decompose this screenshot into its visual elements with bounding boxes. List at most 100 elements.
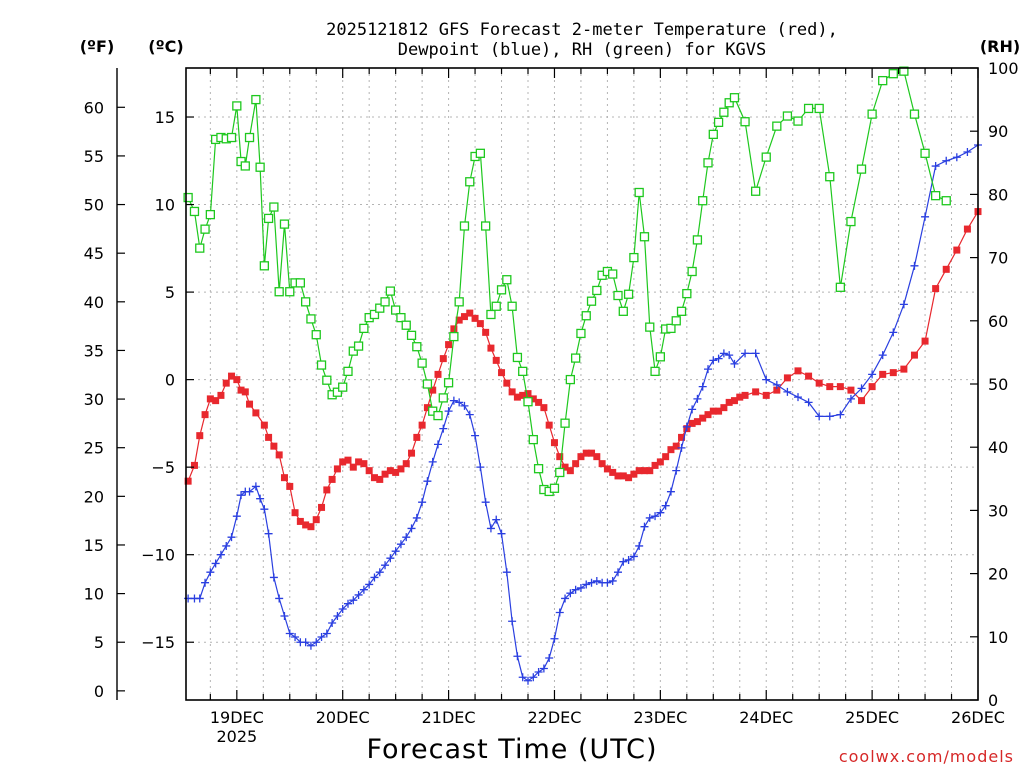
rh-point (793, 116, 803, 126)
fahrenheit-tick-label: 15 (84, 536, 104, 555)
fahrenheit-tick-label: 10 (84, 585, 104, 604)
rh-point (343, 366, 353, 377)
temperature-point (370, 474, 378, 482)
temperature-point (508, 388, 516, 396)
dewpoint-point (846, 394, 855, 403)
rh-point (687, 266, 697, 277)
dewpoint-point (772, 380, 781, 389)
x-tick-label: 24DEC (739, 708, 793, 727)
dewpoint-point (391, 547, 400, 556)
x-tick-label: 19DEC (210, 708, 264, 727)
dewpoint-point (825, 412, 834, 421)
temperature-point (609, 468, 617, 476)
dewpoint-point (370, 573, 379, 582)
rh-point (269, 202, 279, 212)
temperature-point (460, 313, 468, 321)
dewpoint-point (291, 632, 300, 641)
temperature-point (423, 404, 431, 412)
temperature-point (434, 370, 442, 378)
rh-point (375, 303, 385, 313)
dewpoint-point (206, 568, 215, 577)
fahrenheit-tick-label: 5 (94, 633, 104, 652)
temperature-point (429, 386, 437, 394)
temperature-point (646, 467, 654, 475)
dewpoint-point (725, 351, 734, 360)
dewpoint-point (460, 401, 469, 410)
temperature-point (762, 391, 770, 399)
rh-point (941, 196, 951, 206)
fahrenheit-tick-label: 30 (84, 390, 104, 409)
dewpoint-point (349, 596, 358, 605)
temperature-point (206, 395, 214, 403)
dewpoint-point (624, 555, 633, 564)
celsius-tick-label: 10 (155, 196, 175, 215)
temperature-point (545, 421, 553, 429)
dewpoint-point (285, 629, 294, 638)
temperature-point (184, 477, 192, 485)
rh-tick-label: 10 (988, 628, 1008, 647)
rh-point (332, 387, 343, 397)
dewpoint-point (714, 354, 723, 363)
rh-point (703, 158, 713, 168)
rh-point (240, 161, 250, 171)
rh-point (750, 186, 761, 196)
dewpoint-point (603, 578, 612, 587)
dewpoint-point (741, 349, 750, 358)
temperature-point (715, 407, 723, 415)
dewpoint-point (428, 457, 437, 466)
dewpoint-point (502, 568, 511, 577)
dewpoint-point (455, 398, 464, 407)
temperature-point (720, 404, 728, 412)
temperature-point (439, 355, 447, 363)
temperature-point (858, 397, 866, 405)
temperature-point (805, 372, 813, 380)
fahrenheit-tick-label: 25 (84, 439, 104, 458)
rh-point (761, 152, 771, 162)
rh-point (338, 382, 348, 392)
dewpoint-point (566, 589, 575, 598)
temperature-point (540, 404, 548, 412)
dewpoint-point (942, 156, 951, 165)
chart-title-line-1: 2025121812 GFS Forecast 2-meter Temperat… (326, 20, 838, 40)
temperature-point (252, 409, 260, 417)
celsius-tick-label: 5 (165, 283, 175, 302)
rh-point (396, 312, 406, 323)
rh-point (251, 94, 261, 105)
rh-point (772, 121, 782, 131)
dewpoint-point (619, 557, 628, 566)
rh-point (634, 187, 644, 198)
dewpoint-point (476, 463, 485, 472)
dewpoint-point (317, 632, 326, 641)
dewpoint-point (481, 498, 490, 507)
temperature-point (879, 370, 887, 378)
rh-point (930, 191, 941, 201)
temperature-point (302, 521, 310, 529)
dewpoint-point (365, 580, 374, 589)
grid-layer (186, 68, 978, 700)
dewpoint-point (306, 641, 315, 650)
rh-point (226, 132, 237, 143)
temperature-point (291, 509, 299, 517)
dewpoint-point (592, 576, 601, 585)
temperature-point (963, 225, 971, 233)
rh-point (671, 316, 681, 326)
dewpoint-point (260, 505, 269, 514)
rh-point (422, 379, 433, 389)
dewpoint-point (539, 664, 548, 673)
rh-point (555, 467, 565, 478)
rh-point (581, 311, 591, 321)
temperature-point (635, 467, 643, 475)
x-tick-label: 23DEC (633, 708, 687, 727)
dewpoint-point (645, 513, 654, 522)
dewpoint-point (868, 370, 877, 379)
temperature-point (349, 463, 357, 471)
temperature-point (445, 341, 453, 349)
dewpoint-point (439, 424, 448, 433)
dewpoint-point (656, 508, 665, 517)
fahrenheit-tick-label: 60 (84, 98, 104, 117)
dewpoint-point (629, 552, 638, 561)
dewpoint-point (251, 482, 260, 491)
rh-point (586, 296, 597, 306)
rh-point (417, 358, 427, 368)
rh-point (459, 221, 470, 231)
